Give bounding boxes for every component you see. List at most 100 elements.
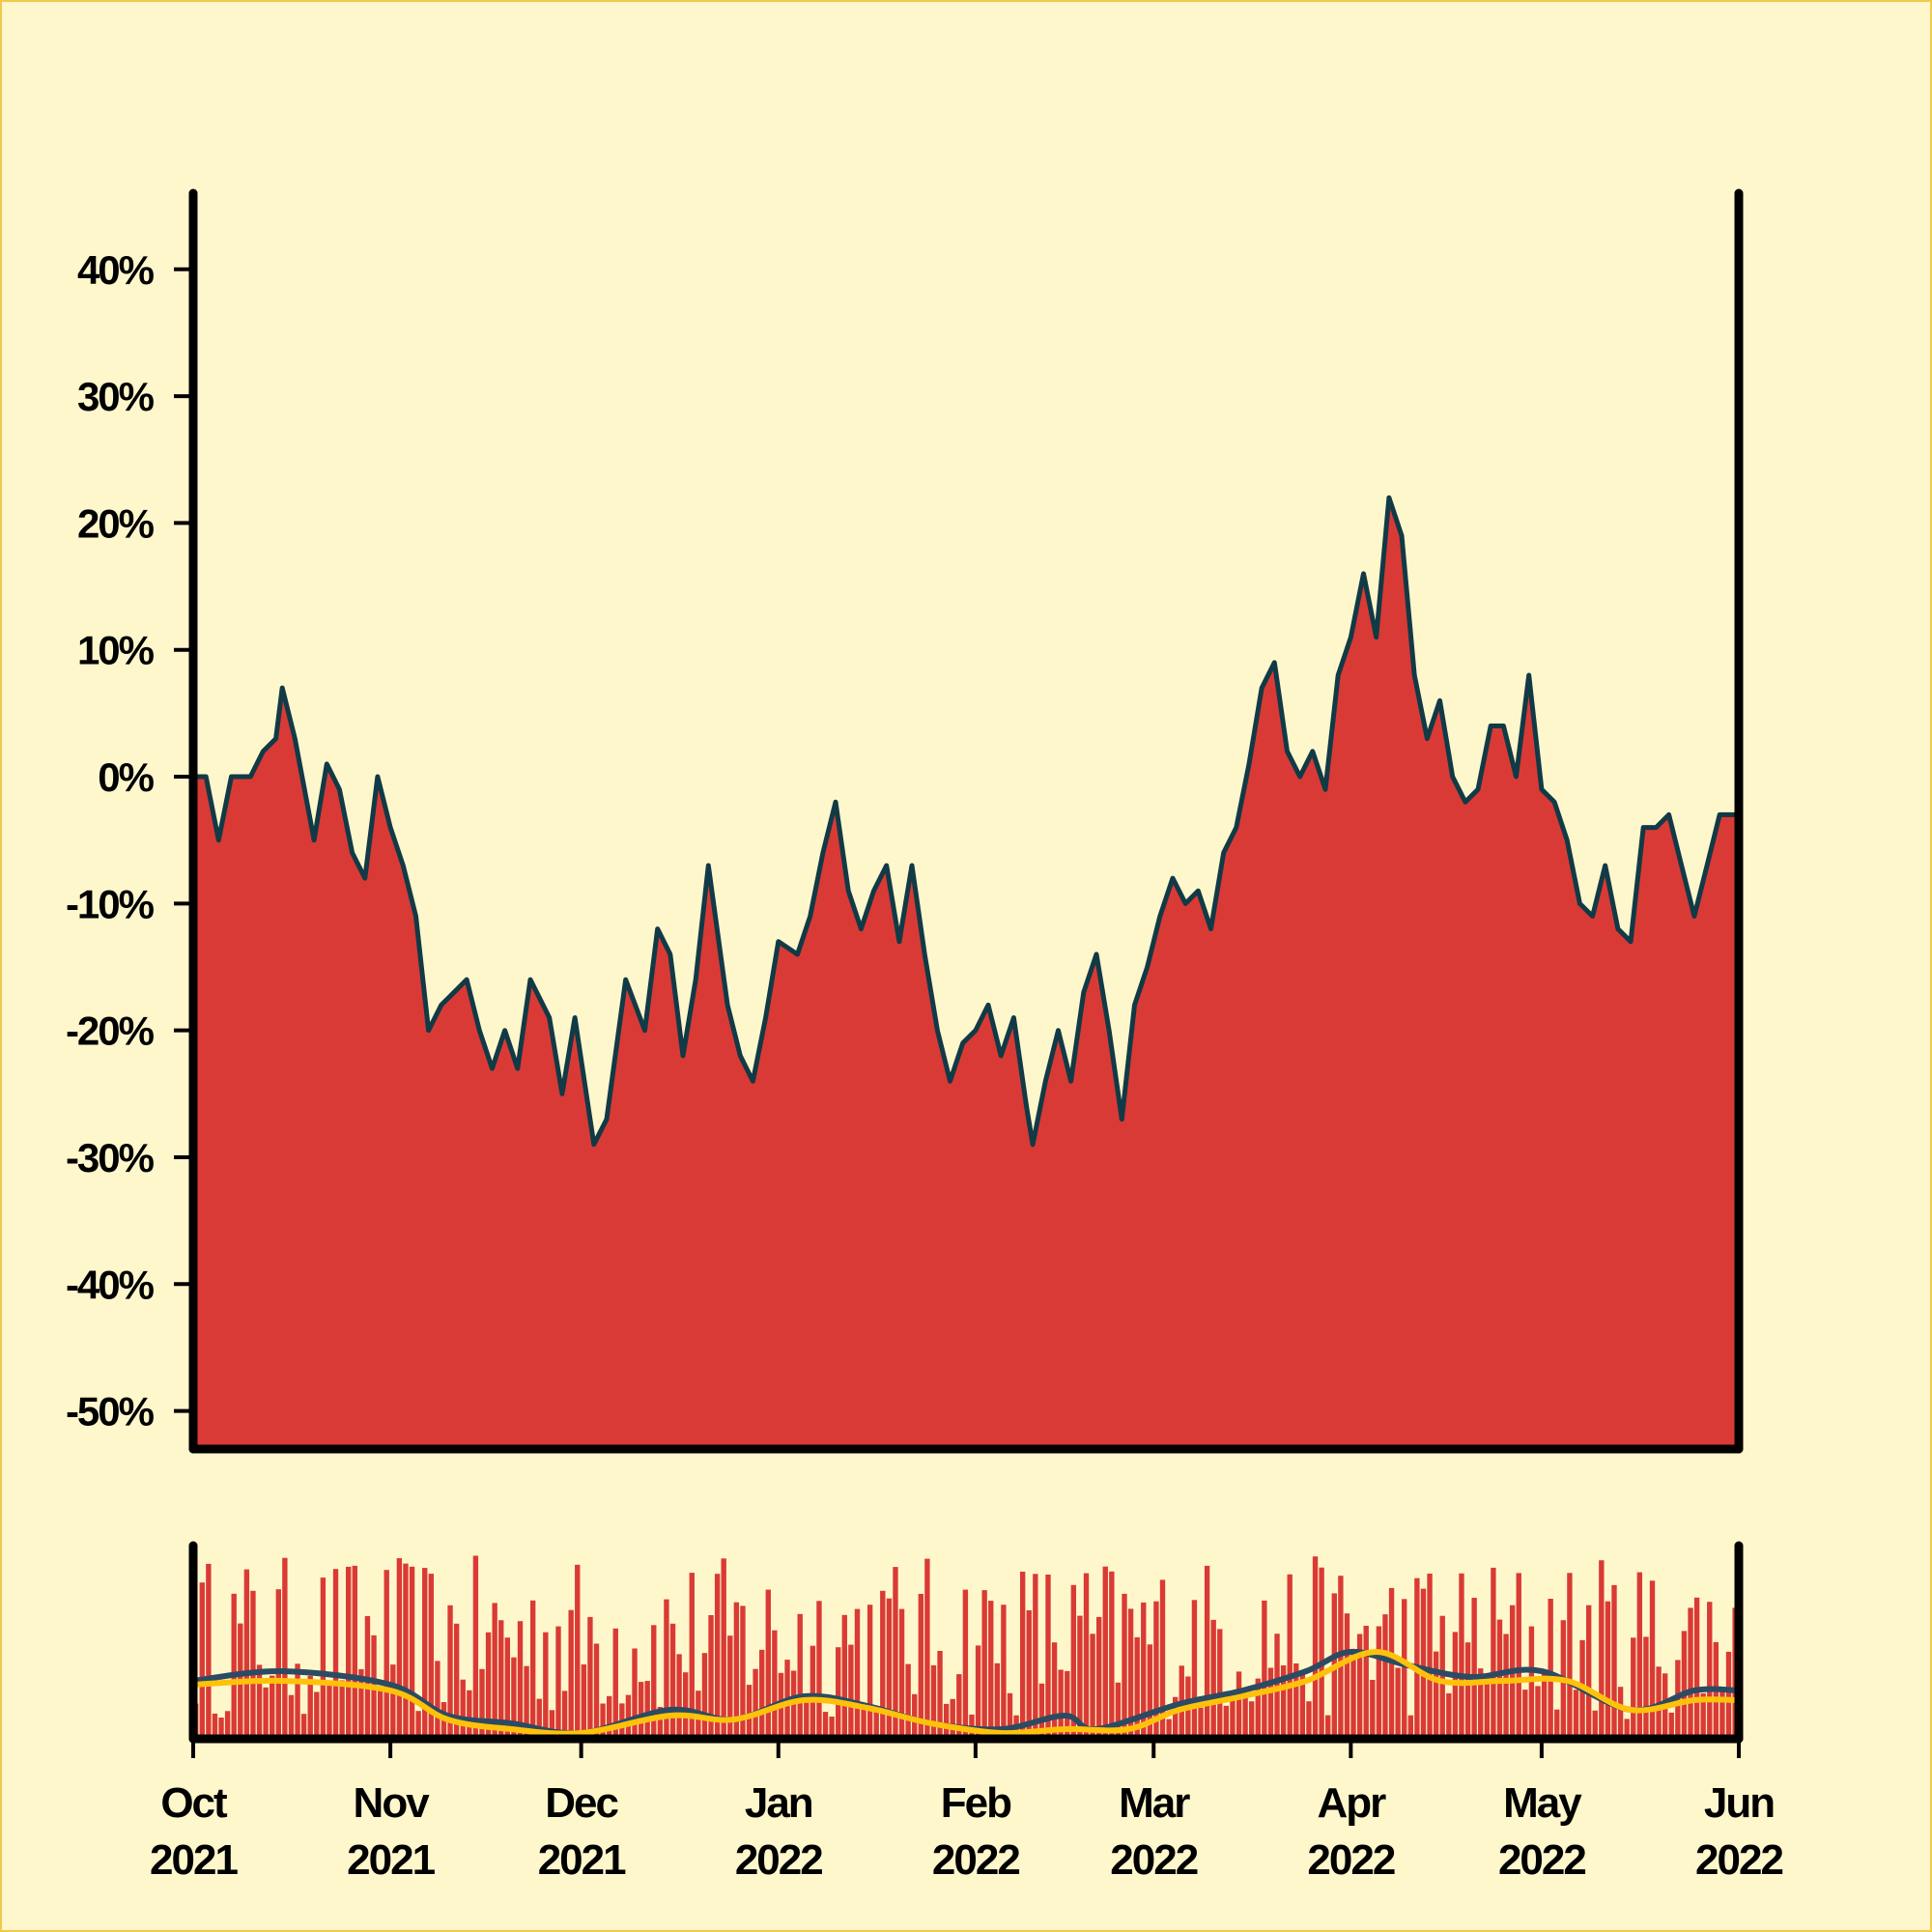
volume-bar: [727, 1635, 733, 1739]
volume-bar: [644, 1681, 650, 1739]
volume-bar: [492, 1603, 497, 1739]
volume-bar: [1376, 1626, 1382, 1739]
volume-bar: [1223, 1705, 1230, 1739]
volume-bar: [1707, 1602, 1713, 1739]
volume-bar: [886, 1598, 893, 1739]
volume-bar: [332, 1569, 339, 1739]
volume-bar: [1592, 1710, 1598, 1739]
volume-bar: [384, 1570, 389, 1739]
volume-bar: [1230, 1698, 1236, 1739]
y-tick-label: -50%: [66, 1389, 155, 1435]
volume-bar: [1611, 1584, 1617, 1739]
volume-bar: [676, 1654, 682, 1739]
volume-bar: [930, 1664, 937, 1739]
volume-bar: [1077, 1615, 1083, 1739]
volume-bar: [403, 1563, 409, 1739]
volume-bar: [224, 1711, 231, 1739]
y-tick-label: 30%: [77, 374, 155, 419]
volume-bar: [816, 1601, 822, 1739]
volume-bar: [472, 1555, 479, 1739]
volume-bar: [1070, 1584, 1077, 1739]
x-tick-label-year: 2022: [1695, 1836, 1782, 1884]
volume-bar: [1535, 1686, 1541, 1739]
volume-bar: [1109, 1571, 1115, 1739]
volume-bar: [352, 1565, 357, 1739]
volume-bar: [555, 1626, 561, 1739]
volume-bar: [1402, 1599, 1407, 1739]
volume-bar: [765, 1589, 771, 1739]
volume-bar: [339, 1680, 345, 1739]
volume-bar: [753, 1668, 758, 1739]
volume-bar: [880, 1590, 886, 1739]
volume-bar: [733, 1602, 740, 1739]
x-tick-label-year: 2022: [932, 1836, 1019, 1884]
x-tick-label-year: 2021: [538, 1836, 626, 1884]
volume-bar: [270, 1675, 275, 1739]
volume-bar: [282, 1557, 288, 1739]
volume-bar: [924, 1558, 930, 1739]
volume-bar: [683, 1672, 689, 1739]
volume-bars: [193, 1555, 1738, 1739]
volume-bar: [250, 1590, 256, 1739]
moving-average-lines: [192, 1648, 1740, 1737]
volume-bar: [275, 1589, 281, 1739]
volume-chart-panel: Oct 2021 Nov 2021 Dec 2021 Jan 2022 Feb 2022 Mar 20…: [150, 1541, 1784, 1884]
volume-bar: [581, 1664, 587, 1739]
volume-bar: [377, 1687, 384, 1739]
volume-bar: [1083, 1573, 1090, 1739]
x-tick-label-year: 2022: [1307, 1836, 1394, 1884]
volume-bar: [701, 1653, 708, 1739]
volume-bar: [543, 1632, 549, 1739]
volume-bar: [1344, 1613, 1350, 1739]
volume-bar: [256, 1664, 263, 1739]
volume-bar: [1382, 1614, 1388, 1739]
volume-bar: [467, 1690, 472, 1739]
volume-bar: [536, 1698, 542, 1739]
volume-bar: [1325, 1715, 1331, 1739]
volume-bar: [1051, 1642, 1058, 1739]
volume-bar: [1503, 1634, 1509, 1739]
y-tick-label: 10%: [77, 628, 155, 673]
main-chart-panel: 40% 30% 20% 10% 0% -10% -20% -30% -40% -50%: [66, 188, 1744, 1454]
volume-bar: [759, 1649, 765, 1739]
volume-bar: [1210, 1619, 1216, 1739]
x-tick-label-month: Dec: [545, 1779, 618, 1827]
volume-bar: [943, 1703, 950, 1739]
x-tick-label-month: Jan: [745, 1779, 812, 1827]
volume-bar: [524, 1665, 529, 1739]
volume-bar: [1038, 1683, 1045, 1739]
volume-bar: [962, 1589, 969, 1739]
volume-bar: [836, 1647, 841, 1739]
volume-bar: [848, 1644, 854, 1739]
volume-bar: [1242, 1692, 1248, 1739]
volume-bar: [829, 1717, 835, 1739]
volume-bar: [664, 1599, 669, 1739]
moving-average-fast: [192, 1648, 1740, 1737]
y-tick-label: 0%: [98, 754, 154, 800]
volume-bar: [1115, 1682, 1122, 1739]
volume-bar: [1459, 1573, 1464, 1739]
volume-bar: [1693, 1597, 1700, 1739]
volume-bar: [415, 1711, 421, 1739]
volume-bar: [740, 1605, 746, 1739]
x-tick-label-month: Feb: [941, 1779, 1011, 1827]
volume-bar: [994, 1662, 1001, 1739]
volume-bar: [1420, 1588, 1427, 1739]
y-tick-label: -30%: [66, 1135, 155, 1180]
volume-bar: [600, 1703, 606, 1739]
volume-bar: [1280, 1665, 1287, 1739]
main-axes: [188, 188, 1744, 1454]
volume-bar: [1573, 1690, 1579, 1739]
volume-bar: [612, 1628, 618, 1739]
volume-bar: [1153, 1601, 1159, 1739]
volume-bar: [638, 1682, 644, 1739]
volume-bar: [1147, 1644, 1153, 1739]
volume-bar: [1095, 1616, 1102, 1739]
volume-bar: [1191, 1600, 1198, 1739]
volume-bar: [1262, 1600, 1267, 1739]
volume-bar: [199, 1582, 205, 1739]
volume-bar: [854, 1608, 861, 1739]
volume-bar: [1102, 1566, 1108, 1739]
volume-bar: [1414, 1577, 1420, 1739]
volume-bar: [1249, 1701, 1255, 1739]
